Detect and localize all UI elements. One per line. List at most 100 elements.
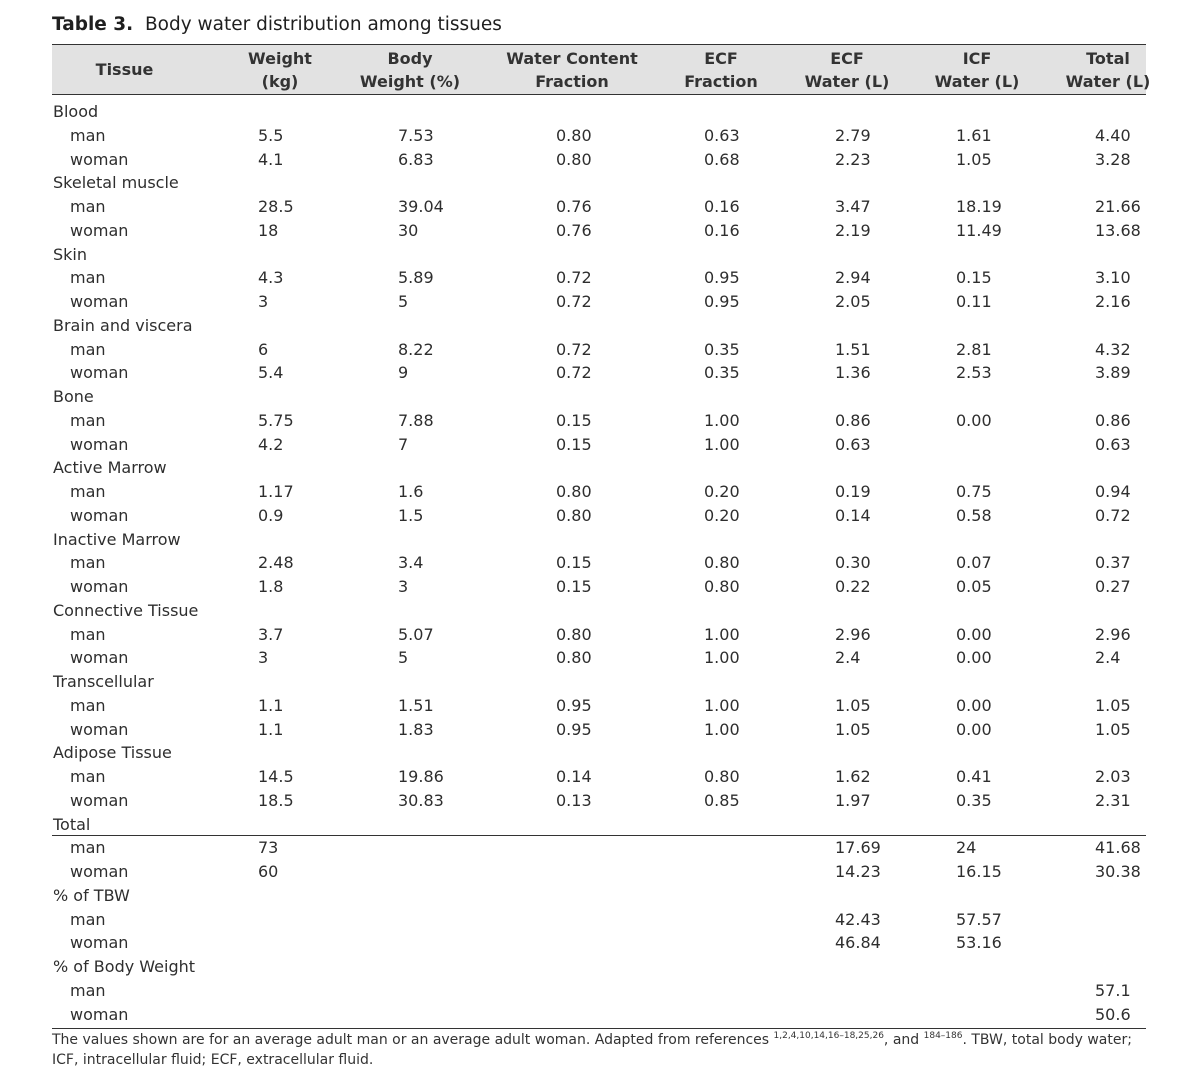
group-row: Brain and viscera: [0, 314, 1200, 338]
table-row: man 6 8.22 0.72 0.35 1.51 2.81 4.32: [0, 338, 1200, 362]
cell-ecf-water: 0.19: [835, 482, 871, 501]
cell-body-weight: 7: [398, 434, 409, 454]
footnote-refs-2: 184–186: [923, 1031, 963, 1041]
row-label: woman: [70, 933, 129, 953]
group-row: % of TBW: [0, 884, 1200, 908]
cell-total-water: 4.40: [1095, 125, 1131, 145]
row-label: woman: [70, 220, 129, 240]
table-row: woman 4.1 6.83 0.80 0.68 2.23 1.05 3.28: [0, 148, 1200, 172]
table-title: Table 3. Body water distribution among t…: [52, 14, 502, 35]
cell-ecf-fraction: 0.35: [704, 339, 740, 359]
table-row: man 3.7 5.07 0.80 1.00 2.96 0.00 2.96: [0, 623, 1200, 647]
cell-body-weight: 7.88: [398, 410, 434, 430]
cell-total-water: 3.10: [1095, 268, 1131, 288]
cell-ecf-water: 2.96: [835, 624, 871, 644]
group-label: Active Marrow: [53, 458, 167, 478]
cell-ecf-water: 0.22: [835, 577, 871, 596]
table-row: man 73 17.69 24 41.68: [0, 836, 1200, 860]
table-row: woman 18.5 30.83 0.13 0.85 1.97 0.35 2.31: [0, 789, 1200, 813]
group-label: Total: [53, 814, 91, 834]
cell-ecf-water: 2.23: [835, 149, 871, 169]
row-label: man: [70, 980, 106, 1000]
group-row: Active Marrow: [0, 456, 1200, 480]
bottom-rule: [52, 1028, 1146, 1029]
cell-weight: 0.9: [258, 505, 284, 525]
cell-total-water: 2.4: [1095, 648, 1121, 668]
cell-ecf-fraction: 1.00: [704, 648, 740, 668]
group-row: Total: [0, 813, 1200, 837]
cell-icf-water: 0.58: [956, 505, 992, 525]
header-icf-water: ICF Water (L): [934, 49, 1020, 91]
cell-weight: 4.3: [258, 268, 284, 288]
cell-total-water: 0.37: [1095, 553, 1131, 573]
table-row: woman 0.9 1.5 0.80 0.20 0.14 0.58 0.72: [0, 504, 1200, 528]
row-label: man: [70, 197, 106, 216]
table-row: woman 3 5 0.80 1.00 2.4 0.00 2.4: [0, 646, 1200, 670]
row-label: woman: [70, 790, 129, 810]
cell-total-water: 30.38: [1095, 862, 1141, 881]
table-row: man 14.5 19.86 0.14 0.80 1.62 0.41 2.03: [0, 765, 1200, 789]
cell-total-water: 50.6: [1095, 1004, 1131, 1024]
group-label: % of TBW: [53, 885, 130, 905]
group-row: Adipose Tissue: [0, 741, 1200, 765]
cell-body-weight: 1.5: [398, 505, 424, 525]
cell-weight: 6: [258, 339, 269, 359]
cell-weight: 3.7: [258, 624, 284, 644]
cell-water-content: 0.14: [556, 767, 592, 786]
cell-water-content: 0.80: [556, 624, 592, 644]
group-row: % of Body Weight: [0, 955, 1200, 979]
cell-weight: 4.2: [258, 434, 284, 454]
row-label: man: [70, 909, 106, 929]
cell-body-weight: 8.22: [398, 339, 434, 359]
cell-water-content: 0.72: [556, 292, 592, 311]
row-label: woman: [70, 719, 129, 739]
row-label: man: [70, 695, 106, 715]
cell-ecf-fraction: 0.20: [704, 505, 740, 525]
header-ecf-water: ECF Water (L): [804, 49, 890, 91]
cell-water-content: 0.76: [556, 220, 592, 240]
top-rule: [52, 44, 1146, 45]
cell-ecf-water: 0.86: [835, 410, 871, 430]
table-row: woman 5.4 9 0.72 0.35 1.36 2.53 3.89: [0, 361, 1200, 385]
row-label: woman: [70, 1004, 129, 1024]
cell-icf-water: 0.11: [956, 292, 992, 311]
table-row: man 5.5 7.53 0.80 0.63 2.79 1.61 4.40: [0, 124, 1200, 148]
cell-total-water: 0.72: [1095, 505, 1131, 525]
row-label: man: [70, 767, 106, 786]
cell-ecf-fraction: 1.00: [704, 695, 740, 715]
cell-weight: 18: [258, 220, 279, 240]
cell-icf-water: 0.05: [956, 577, 992, 596]
cell-icf-water: 0.00: [956, 719, 992, 739]
row-label: man: [70, 410, 106, 430]
cell-water-content: 0.80: [556, 149, 592, 169]
cell-total-water: 13.68: [1095, 220, 1141, 240]
cell-weight: 28.5: [258, 197, 294, 216]
header-total-water: Total Water (L): [1065, 49, 1151, 91]
cell-ecf-fraction: 0.63: [704, 125, 740, 145]
cell-icf-water: 57.57: [956, 909, 1002, 929]
cell-water-content: 0.72: [556, 339, 592, 359]
cell-weight: 5.5: [258, 125, 284, 145]
group-row: Blood: [0, 100, 1200, 124]
cell-total-water: 41.68: [1095, 838, 1141, 858]
cell-water-content: 0.80: [556, 505, 592, 525]
cell-weight: 1.17: [258, 482, 294, 501]
table-number: Table 3.: [52, 14, 134, 35]
cell-weight: 1.1: [258, 719, 284, 739]
cell-ecf-water: 2.4: [835, 648, 861, 668]
group-label: Adipose Tissue: [53, 743, 172, 763]
cell-total-water: 57.1: [1095, 980, 1131, 1000]
cell-ecf-fraction: 0.16: [704, 220, 740, 240]
table-row: woman 60 14.23 16.15 30.38: [0, 860, 1200, 884]
row-label: man: [70, 482, 106, 501]
row-label: man: [70, 125, 106, 145]
group-row: Connective Tissue: [0, 599, 1200, 623]
table-row: man 57.1: [0, 979, 1200, 1003]
cell-total-water: 3.28: [1095, 149, 1131, 169]
cell-icf-water: 2.53: [956, 363, 992, 383]
cell-ecf-water: 2.19: [835, 220, 871, 240]
row-label: man: [70, 268, 106, 288]
cell-water-content: 0.72: [556, 268, 592, 288]
row-label: woman: [70, 434, 129, 454]
cell-weight: 73: [258, 838, 279, 858]
